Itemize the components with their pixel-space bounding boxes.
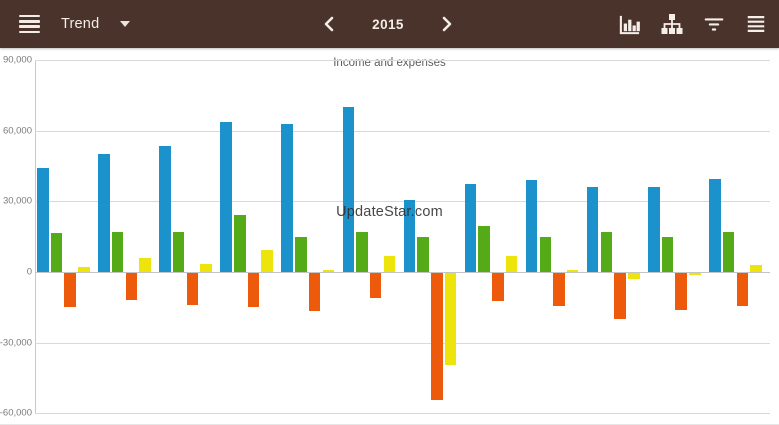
gridline: [35, 130, 770, 132]
previous-year-button[interactable]: [318, 12, 340, 36]
gridline: [35, 201, 770, 203]
bar-green-month-12: [722, 231, 735, 272]
bar-blue-month-9: [525, 180, 538, 272]
bar-blue-month-5: [281, 123, 293, 272]
bar-green-month-7: [417, 236, 429, 272]
gridline: [35, 59, 770, 61]
bar-orange-month-10: [614, 273, 626, 319]
bar-green-month-6: [356, 231, 368, 272]
bar-blue-month-7: [403, 200, 416, 272]
bar-blue-month-8: [464, 183, 477, 272]
bar-green-month-1: [50, 233, 63, 272]
overflow-menu-icon[interactable]: [743, 12, 768, 37]
bar-green-month-3: [172, 231, 185, 272]
bar-yellow-month-10: [628, 273, 640, 279]
bar-blue-month-10: [586, 187, 599, 272]
view-type-label: Trend: [61, 16, 100, 32]
bar-green-month-8: [478, 226, 490, 272]
bar-orange-month-12: [736, 273, 748, 306]
top-app-bar: Trend 2015: [0, 0, 779, 48]
bar-orange-month-11: [675, 273, 687, 310]
chevron-right-icon: [442, 16, 452, 32]
y-tick-label: 0: [26, 266, 32, 278]
hamburger-menu-icon[interactable]: [19, 15, 40, 33]
bar-orange-month-6: [369, 273, 382, 298]
y-tick-label: -60,000: [0, 407, 32, 419]
gridline: [35, 342, 770, 344]
bar-orange-month-5: [308, 273, 321, 311]
bar-yellow-month-7: [444, 273, 457, 365]
filter-icon[interactable]: [701, 12, 726, 37]
hierarchy-icon[interactable]: [659, 12, 684, 37]
bar-blue-month-11: [648, 187, 660, 272]
bar-orange-month-4: [247, 273, 260, 308]
chevron-left-icon: [324, 16, 334, 32]
bar-yellow-month-1: [78, 267, 90, 272]
bar-green-month-4: [234, 215, 246, 272]
bar-chart: UpdateStar.com 90,000 60,000 30,000 0 -30,00…: [0, 48, 779, 425]
bar-orange-month-8: [492, 273, 504, 302]
bar-yellow-month-12: [750, 264, 762, 272]
bar-yellow-month-5: [322, 269, 334, 272]
bar-green-month-2: [111, 231, 124, 272]
bar-green-month-9: [539, 236, 551, 272]
y-tick-label: 30,000: [2, 195, 32, 207]
bar-orange-month-1: [64, 273, 76, 308]
bar-chart-icon[interactable]: [617, 12, 642, 37]
chevron-down-icon: [120, 21, 131, 27]
y-axis-line: [35, 60, 36, 414]
bar-orange-month-7: [431, 273, 443, 401]
bar-blue-month-12: [709, 178, 721, 272]
view-type-dropdown[interactable]: Trend: [61, 0, 131, 48]
bar-yellow-month-9: [566, 269, 579, 272]
bar-orange-month-3: [186, 273, 199, 305]
y-tick-label: 90,000: [2, 54, 32, 66]
bar-orange-month-9: [553, 273, 565, 306]
watermark: UpdateStar.com: [336, 204, 443, 220]
bar-orange-month-2: [125, 273, 137, 301]
chart-area: Income and expenses UpdateStar.com 90,00…: [0, 48, 779, 425]
zero-gridline: [35, 272, 770, 273]
gridline: [35, 413, 770, 415]
bar-green-month-10: [600, 231, 613, 272]
bar-yellow-month-11: [689, 273, 701, 276]
year-label: 2015: [372, 16, 404, 32]
year-navigator: 2015: [318, 0, 458, 48]
bar-green-month-5: [295, 236, 307, 272]
bar-green-month-11: [661, 236, 674, 272]
next-year-button[interactable]: [436, 12, 458, 36]
y-tick-label: -30,000: [0, 337, 32, 349]
bar-yellow-month-2: [139, 257, 151, 272]
bar-yellow-month-4: [261, 249, 273, 272]
bar-blue-month-4: [220, 122, 232, 272]
bar-yellow-month-3: [200, 263, 212, 272]
bar-yellow-month-8: [505, 255, 518, 272]
bar-blue-month-3: [159, 145, 171, 272]
bar-yellow-month-6: [383, 255, 396, 272]
y-tick-label: 60,000: [2, 125, 32, 137]
bar-blue-month-2: [98, 154, 110, 272]
bar-blue-month-1: [37, 168, 49, 272]
bar-blue-month-6: [342, 107, 354, 272]
toolbar-actions: [617, 0, 768, 48]
